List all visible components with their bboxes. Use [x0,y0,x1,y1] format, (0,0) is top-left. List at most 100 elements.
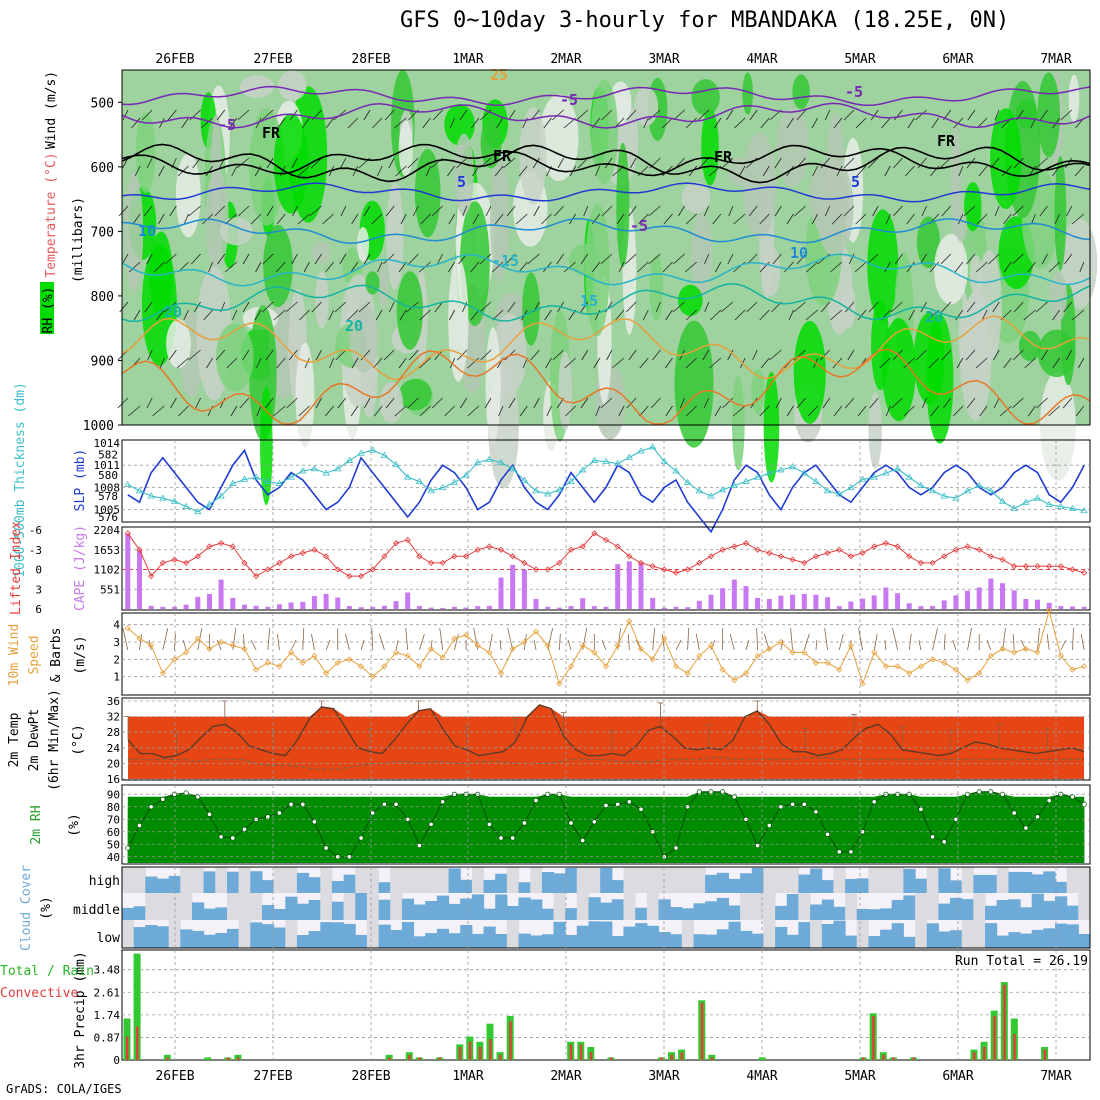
wind-barb [298,405,310,417]
rh-region [260,386,273,506]
cloud-cell [390,930,403,948]
wind-barb [1060,639,1067,651]
rh-region [444,104,475,146]
wind-barb [437,253,443,265]
wind-barb [237,109,250,121]
wind-barb [434,301,443,313]
wind-barb [1012,397,1024,409]
cloud-cell [646,867,659,893]
cloud-cell [401,867,415,893]
cape-bar [300,601,306,609]
wind-barb [405,627,409,651]
wind-speed-point [952,666,959,673]
cape-bar [253,605,259,609]
wind-barb [141,109,153,121]
lifted-index-point [486,543,493,550]
cloud-cell [250,893,263,920]
thickness-point [124,480,132,487]
wind-speed-point [614,642,621,649]
wind-barb [373,357,383,369]
cloud-cell [973,874,986,893]
cloud-cell [961,899,974,920]
wind-barb [267,627,271,651]
cloud-cell [122,920,135,948]
wind-barb [981,309,988,321]
wind-barb [203,309,213,321]
wind-barb [242,349,250,361]
wind-barb [885,213,891,225]
wind-barb [472,213,480,225]
pressure-tick-label: 800 [91,290,114,305]
wind-barb [506,205,516,217]
cape-bar [195,596,201,609]
wind-barb [822,397,831,409]
thickness-line [127,446,1085,513]
wind-barb [796,397,806,409]
wind-speed-point [346,656,353,663]
cape-bar [906,603,912,609]
lifted-index-point [649,563,656,570]
wind-speed-point [159,670,166,677]
wind-barb [292,205,298,217]
wind-barb [412,205,419,217]
wind-barb [601,639,607,651]
wind-speed-point [451,635,458,642]
wind-barb [833,117,843,129]
precip-convective-bar [892,1057,895,1060]
lifted-index-point [299,549,306,557]
lifted-index-point [684,566,691,573]
wind-barb [756,627,759,651]
date-label-bottom: 6MAR [942,1069,973,1084]
lifted-index-point [707,553,715,560]
wind-barb [544,309,552,321]
rh-region [357,226,370,262]
wind-barb [775,397,782,409]
wind-barb [815,639,818,651]
thickness-point [508,465,517,472]
rh-region [681,182,711,214]
wind-barb [430,639,433,651]
rh-point [1011,810,1017,816]
precip-convective-bar [660,1057,663,1060]
wind-speed-point [1011,649,1018,656]
wind-barb [728,205,734,217]
cloud-cell [1008,932,1021,948]
wind-barb [606,349,613,361]
wind-barb [759,213,770,225]
cloud-cell [483,879,496,893]
wind-barb [266,157,274,169]
cape-bar [976,587,982,609]
lifted-index-point [1069,566,1076,573]
cloud-cell [471,894,485,920]
cloud-cell [798,874,811,893]
wind-barb [153,261,165,273]
cape-bar [370,606,376,609]
cloud-cell [145,876,158,893]
wind-barb [1054,213,1061,225]
cape-bar [930,606,936,609]
wind-barb [784,261,794,273]
thickness-point [1068,504,1077,512]
wind-barb [133,309,141,321]
thickness-point [905,473,913,480]
cloud-cell [786,894,799,920]
wind-barb [595,405,601,417]
wind-barb [322,213,334,225]
wind-speed-point [894,663,901,670]
rh-tick-label: 90 [107,788,120,801]
cloud-cell [355,893,368,920]
wind-barb [383,349,395,361]
cloud-cell [1078,893,1091,920]
rh-point [1046,797,1052,804]
wind-barb [661,633,665,651]
precip-convective-bar [610,1057,613,1060]
cloud-cell [751,893,764,920]
thickness-point [963,487,972,494]
date-label-bottom: 1MAR [452,1069,483,1084]
wind-barb [554,205,564,217]
precip-convective-bar [478,1047,482,1060]
cloud-cell [915,878,928,893]
cloud-cell [728,878,741,893]
rh-region [211,113,222,224]
rh-point [790,801,796,807]
